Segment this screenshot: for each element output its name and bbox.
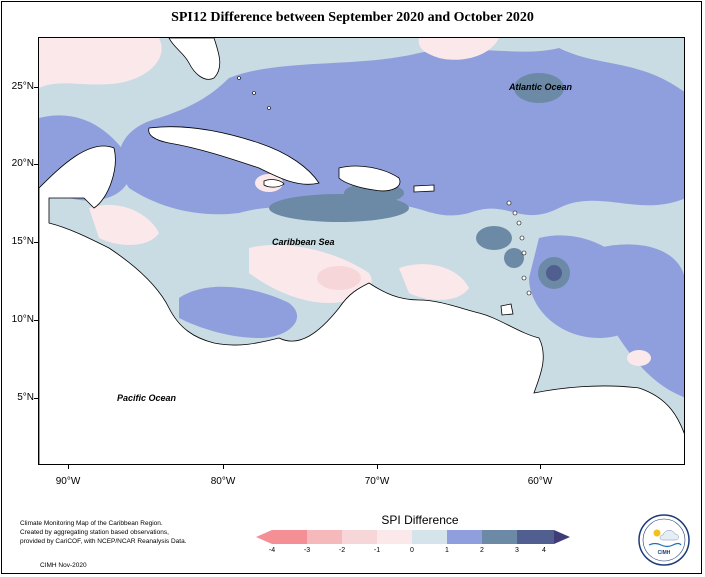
- lon-label-80w: 80°W: [210, 476, 236, 487]
- land-island-1: [506, 200, 512, 206]
- land-central-america: [39, 145, 684, 464]
- land-island-4: [519, 235, 525, 241]
- land-island-8: [237, 76, 241, 80]
- land-puerto-rico: [413, 184, 435, 193]
- map-canvas: [39, 38, 684, 464]
- lat-tick-20n: [34, 164, 38, 165]
- lat-tick-5n: [34, 398, 38, 399]
- land-cuba: [148, 126, 320, 185]
- lon-label-60w: 60°W: [527, 476, 553, 487]
- spi-zone-pink-northeast: [418, 38, 499, 60]
- map-title: SPI12 Difference between September 2020 …: [171, 10, 534, 25]
- legend-colorbar: [256, 530, 570, 544]
- lon-tick-70w: [377, 465, 378, 469]
- pacific-ocean-label: Pacific Ocean: [117, 393, 177, 403]
- spi-zone-slate-6: [514, 73, 564, 103]
- legend-tick-1: 1: [445, 547, 449, 554]
- land-hispaniola: [338, 165, 401, 192]
- land-island-9: [252, 91, 256, 95]
- land-trinidad: [500, 303, 514, 316]
- legend-swatch-1: [272, 530, 307, 544]
- legend-swatch-5: [412, 530, 447, 544]
- legend-tick-neg4: -4: [268, 547, 276, 554]
- land-island-5: [521, 250, 527, 256]
- sun-icon: [653, 529, 661, 537]
- legend-swatch-3: [342, 530, 377, 544]
- lon-label-70w: 70°W: [364, 476, 390, 487]
- land-island-2: [512, 210, 518, 216]
- lon-tick-80w: [223, 465, 224, 469]
- lon-label-90w: 90°W: [55, 476, 81, 487]
- lat-tick-15n: [34, 242, 38, 243]
- spi-zone-pink-ne-small: [627, 350, 651, 366]
- legend-tick-3: 3: [515, 547, 519, 554]
- legend-swatch-7: [482, 530, 517, 544]
- legend-arrow-left: [256, 530, 272, 544]
- spi-zone-southwest-blue: [179, 286, 298, 338]
- caribbean-sea-label: Caribbean Sea: [272, 237, 335, 247]
- lon-tick-90w: [68, 465, 69, 469]
- lat-label-25n: 25°N: [11, 81, 34, 92]
- land-jamaica: [263, 179, 285, 188]
- legend-title: SPI Difference: [381, 513, 459, 527]
- legend-tick-4: 4: [542, 547, 546, 554]
- legend-swatch-6: [447, 530, 482, 544]
- lon-tick-60w: [540, 465, 541, 469]
- land-island-3: [516, 220, 522, 226]
- footer-line-1: Climate Monitoring Map of the Caribbean …: [20, 520, 163, 527]
- lat-label-5n: 5°N: [17, 392, 34, 403]
- lat-label-20n: 20°N: [11, 158, 34, 169]
- legend-tick-neg3: -3: [303, 547, 311, 554]
- footer-date: CIMH Nov-2020: [40, 562, 87, 569]
- lat-label-10n: 10°N: [11, 314, 34, 325]
- legend-swatch-2: [307, 530, 342, 544]
- legend-tick-neg2: -2: [338, 547, 346, 554]
- legend-tick-neg1: -1: [373, 547, 381, 554]
- spi-zone-southeast-blue: [592, 244, 684, 398]
- spi-zone-pink-honduras: [89, 204, 159, 245]
- land-island-10: [267, 106, 271, 110]
- legend-swatch-8: [517, 530, 554, 544]
- legend-tick-0: 0: [410, 547, 414, 554]
- logo-label: CIMH: [658, 550, 671, 556]
- footer-line-2: Created by aggregating station based obs…: [20, 529, 169, 536]
- spi-zone-pink-venezuela: [399, 264, 469, 300]
- legend-arrow-right: [554, 530, 570, 544]
- spi-map[interactable]: Atlantic Ocean Caribbean Sea Pacific Oce…: [38, 37, 685, 465]
- spi-zone-pink-north: [39, 38, 162, 88]
- spi-zone-slate-3: [476, 226, 512, 250]
- land-island-6: [521, 275, 527, 281]
- lat-label-15n: 15°N: [11, 236, 34, 247]
- lat-tick-25n: [34, 87, 38, 88]
- footer-line-3: provided by CariCOF, with NCEP/NCAR Rean…: [20, 538, 187, 545]
- legend-tick-2: 2: [480, 547, 484, 554]
- lat-tick-10n: [34, 320, 38, 321]
- cloud-icon: [659, 530, 679, 541]
- land-island-7: [526, 290, 532, 296]
- wave-icon: [648, 542, 682, 548]
- footer-description: Climate Monitoring Map of the Caribbean …: [20, 519, 220, 546]
- legend-swatch-4: [377, 530, 412, 544]
- spi-zone-dark-1: [546, 265, 562, 281]
- spi-zone-pink-central-deep: [317, 266, 361, 290]
- land-florida: [168, 38, 221, 80]
- atlantic-ocean-label: Atlantic Ocean: [509, 82, 573, 92]
- spi-zone-slate-4: [504, 248, 524, 268]
- cimh-logo: CIMH: [638, 514, 690, 566]
